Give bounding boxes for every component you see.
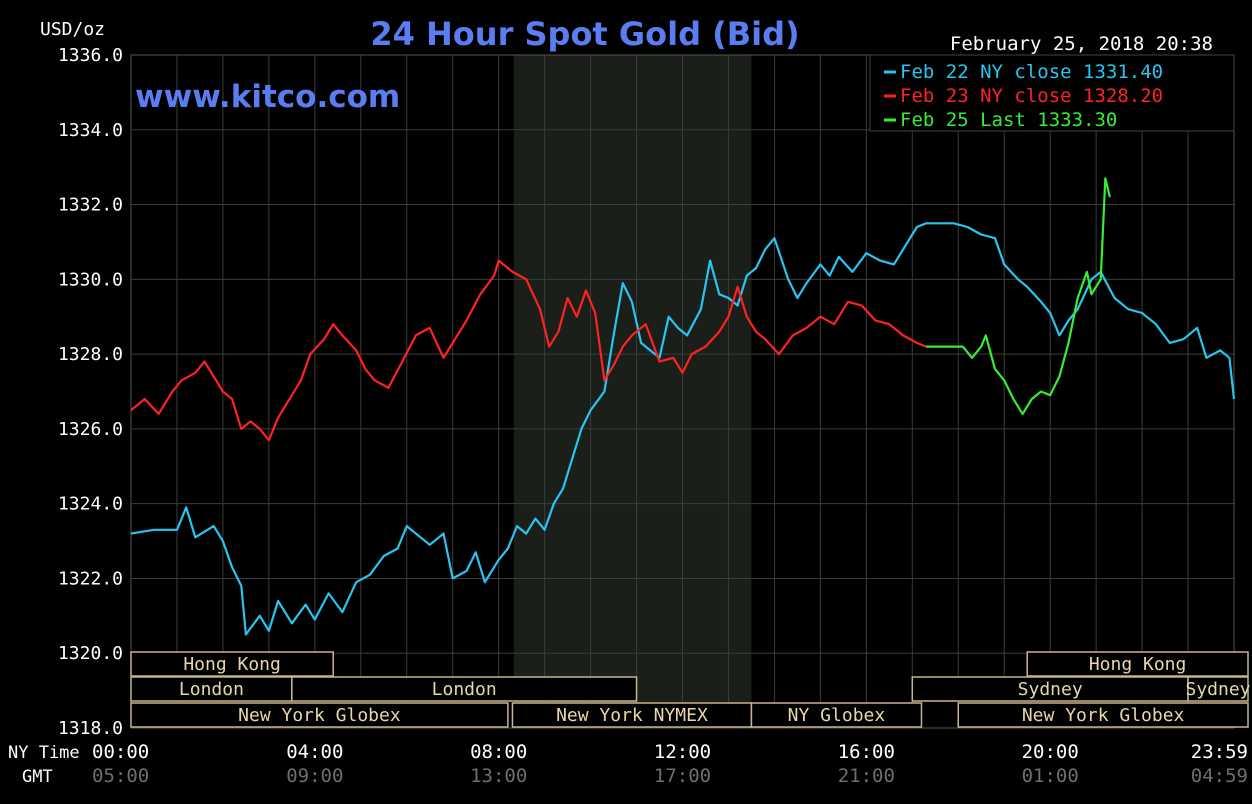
series-line	[926, 177, 1111, 415]
session-box-outline	[130, 702, 509, 728]
session-box-outline	[130, 651, 334, 677]
session-box-outline	[911, 676, 1189, 702]
session-box-outline	[511, 702, 753, 728]
session-label: Sydney	[1018, 679, 1083, 700]
session-label: Hong Kong	[183, 654, 281, 675]
x-tick-label-ny: 08:00	[470, 741, 527, 763]
session-box: New York Globex	[957, 702, 1249, 728]
session-box: Sydney	[911, 676, 1189, 702]
timestamp: February 25, 2018 20:38	[950, 33, 1213, 55]
y-tick-label: 1324.0	[58, 494, 123, 515]
legend-entry: Feb 23 NY close 1328.20	[900, 85, 1163, 107]
y-axis-label: USD/oz	[40, 19, 105, 40]
y-tick-label: 1334.0	[58, 120, 123, 141]
session-label: New York Globex	[238, 705, 401, 726]
session-box: London	[291, 676, 638, 702]
session-box-outline	[1187, 676, 1249, 702]
x-tick-label-ny: 00:00	[92, 741, 149, 763]
x-tick-label-ny: 04:00	[286, 741, 343, 763]
nymex-session-shading	[513, 55, 752, 728]
session-box-outline	[957, 702, 1249, 728]
x-tick-label-gmt: 05:00	[92, 765, 149, 787]
chart-title: 24 Hour Spot Gold (Bid)	[370, 15, 799, 53]
y-tick-label: 1336.0	[58, 45, 123, 66]
x-tick-label-gmt: 13:00	[470, 765, 527, 787]
y-tick-label: 1318.0	[58, 718, 123, 739]
x-tick-label-ny: 23:59	[1191, 741, 1248, 763]
x-tick-label-ny: 20:00	[1022, 741, 1079, 763]
y-tick-label: 1322.0	[58, 568, 123, 589]
y-tick-label: 1320.0	[58, 643, 123, 664]
session-box: NY Globex	[750, 702, 923, 728]
x-tick-label-gmt: 21:00	[838, 765, 895, 787]
x-tick-label-gmt: 04:59	[1191, 765, 1248, 787]
legend-entry: Feb 22 NY close 1331.40	[900, 61, 1163, 83]
session-box: Hong Kong	[130, 651, 334, 677]
ny-time-label: NY Time	[8, 743, 80, 763]
session-box: Sydney	[1186, 676, 1251, 702]
legend-entry: Feb 25 Last 1333.30	[900, 109, 1117, 131]
session-box: New York NYMEX	[511, 702, 753, 728]
y-tick-label: 1326.0	[58, 419, 123, 440]
session-box: London	[130, 676, 293, 702]
x-tick-label-ny: 12:00	[654, 741, 711, 763]
session-label: London	[179, 679, 244, 700]
session-box-outline	[1026, 651, 1249, 677]
gmt-label: GMT	[22, 767, 53, 787]
session-box-outline	[291, 676, 638, 702]
series-line	[130, 259, 927, 442]
x-tick-label-gmt: 17:00	[654, 765, 711, 787]
session-label: NY Globex	[788, 705, 886, 726]
session-box: Hong Kong	[1026, 651, 1249, 677]
x-tick-label-ny: 16:00	[838, 741, 895, 763]
session-label: Sydney	[1186, 679, 1251, 700]
session-label: New York Globex	[1022, 705, 1185, 726]
session-box-outline	[750, 702, 923, 728]
y-tick-label: 1332.0	[58, 195, 123, 216]
session-label: London	[432, 679, 497, 700]
session-label: Hong Kong	[1089, 654, 1187, 675]
session-label: New York NYMEX	[556, 705, 708, 726]
x-tick-label-gmt: 01:00	[1022, 765, 1079, 787]
y-tick-label: 1328.0	[58, 344, 123, 365]
x-tick-label-gmt: 09:00	[286, 765, 343, 787]
trading-sessions: Hong Kong Hong Kong London London Sydney Sydn…	[130, 651, 1251, 728]
legend-box	[869, 54, 1235, 132]
watermark: www.kitco.com	[135, 79, 400, 115]
session-box: New York Globex	[130, 702, 509, 728]
series-line	[130, 222, 1236, 636]
y-tick-label: 1330.0	[58, 269, 123, 290]
session-box-outline	[130, 676, 293, 702]
series-layer	[130, 177, 1236, 636]
label-layer: 24 Hour Spot Gold (Bid) www.kitco.com Fe…	[8, 15, 1248, 787]
grid-layer	[130, 54, 1235, 729]
